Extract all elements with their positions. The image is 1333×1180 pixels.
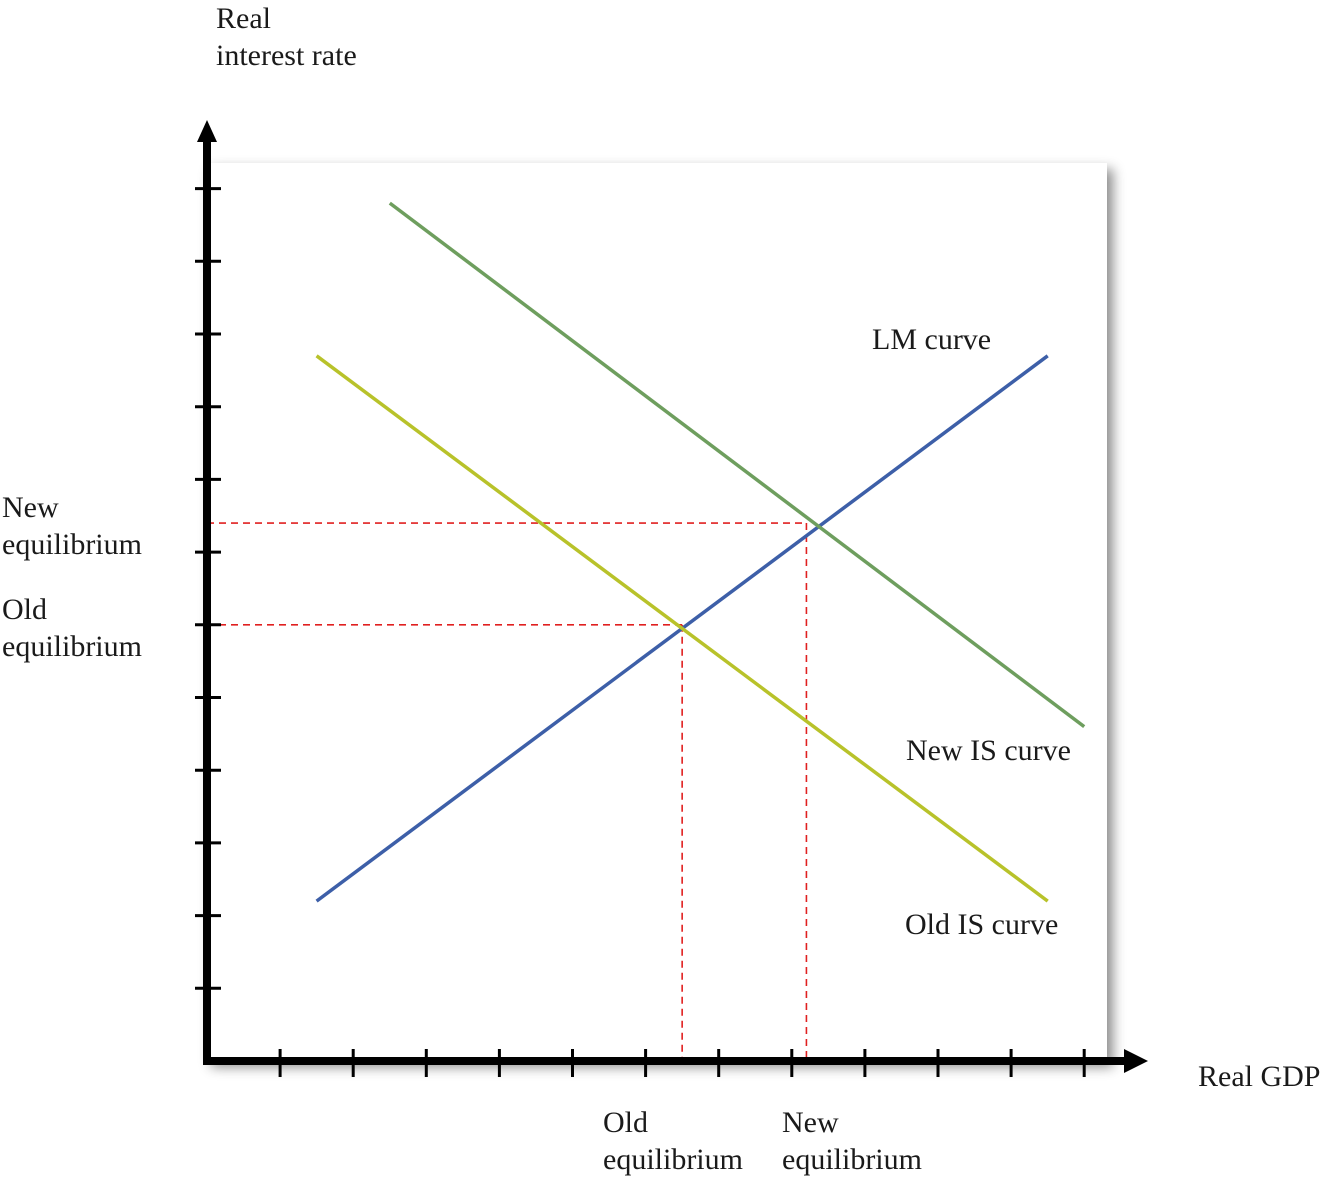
- y-axis-label: Real interest rate: [216, 2, 357, 72]
- x-axis-arrowhead: [1124, 1049, 1148, 1073]
- y-axis-arrowhead: [197, 120, 217, 142]
- x-label-new-eq-line-2: equilibrium: [782, 1143, 922, 1176]
- y-label-old-eq-line-2: equilibrium: [2, 630, 142, 663]
- x-label-old-equilibrium: Old equilibrium: [603, 1106, 743, 1176]
- y-label-old-equilibrium: Old equilibrium: [2, 593, 142, 663]
- x-label-old-eq-line-1: Old: [603, 1106, 648, 1139]
- x-axis-label: Real GDP: [1198, 1060, 1321, 1093]
- y-label-old-eq-line-1: Old: [2, 593, 47, 626]
- y-label-new-eq-line-1: New: [2, 491, 59, 524]
- old-is-curve-line: [315, 354, 1049, 903]
- axes: [195, 120, 1148, 1077]
- curves: [315, 201, 1086, 903]
- x-label-new-eq-line-1: New: [782, 1106, 839, 1139]
- new-is-curve-label: New IS curve: [906, 734, 1071, 767]
- old-is-curve-label: Old IS curve: [905, 908, 1058, 941]
- plot-panel: [205, 163, 1107, 1061]
- y-axis-label-line-2: interest rate: [216, 39, 357, 72]
- y-axis-label-line-1: Real: [216, 2, 271, 35]
- lm-curve-label: LM curve: [872, 323, 991, 356]
- y-label-new-eq-line-2: equilibrium: [2, 528, 142, 561]
- x-label-old-eq-line-2: equilibrium: [603, 1143, 743, 1176]
- y-label-new-equilibrium: New equilibrium: [2, 491, 142, 561]
- equilibrium-guides: [207, 522, 808, 1061]
- new-is-curve-line: [388, 201, 1086, 728]
- x-label-new-equilibrium: New equilibrium: [782, 1106, 922, 1176]
